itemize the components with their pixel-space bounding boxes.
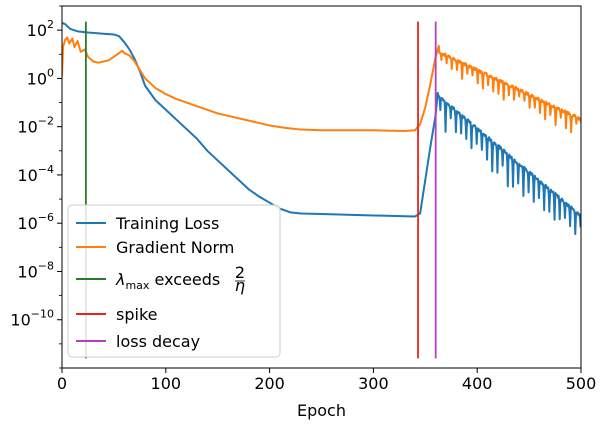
y-tick-label: 10−6: [17, 211, 54, 233]
y-tick-label: 10−2: [17, 115, 54, 137]
y-tick-label: 10−8: [17, 259, 54, 281]
y-tick-label: 100: [27, 66, 54, 88]
x-axis-label: Epoch: [297, 401, 346, 420]
x-tick-label: 400: [462, 374, 493, 393]
x-tick-label: 500: [566, 374, 597, 393]
legend-fraction-numerator: 2: [235, 263, 245, 282]
x-tick-label: 300: [358, 374, 389, 393]
legend-entry-label: Training Loss: [115, 214, 219, 233]
series-line-training-loss: [62, 21, 581, 236]
y-tick-label: 102: [27, 18, 54, 40]
x-axis: 0 100 200 300 400 500: [57, 368, 596, 393]
legend-fraction-denominator: η: [235, 276, 245, 295]
legend-box: [67, 204, 281, 358]
legend-entry-label: spike: [116, 305, 157, 324]
y-tick-label: 10−4: [17, 163, 54, 185]
x-tick-label: 100: [151, 374, 182, 393]
y-tick-label: 10−10: [10, 308, 54, 330]
x-tick-label: 0: [57, 374, 67, 393]
x-tick-label: 200: [254, 374, 285, 393]
legend-entry-label: Gradient Norm: [116, 238, 234, 257]
legend-entry-label: loss decay: [116, 332, 200, 351]
y-axis: 102 100 10−2 10−4 10−6 10−8 10−10: [10, 5, 62, 369]
series-layer: [62, 21, 581, 236]
legend: Training Loss Gradient Norm λmax exceeds 2…: [67, 204, 281, 358]
series-line-gradient-norm: [62, 36, 581, 134]
plot-frame: [61, 5, 582, 369]
legend-entry-label: λmax exceeds: [115, 270, 220, 292]
